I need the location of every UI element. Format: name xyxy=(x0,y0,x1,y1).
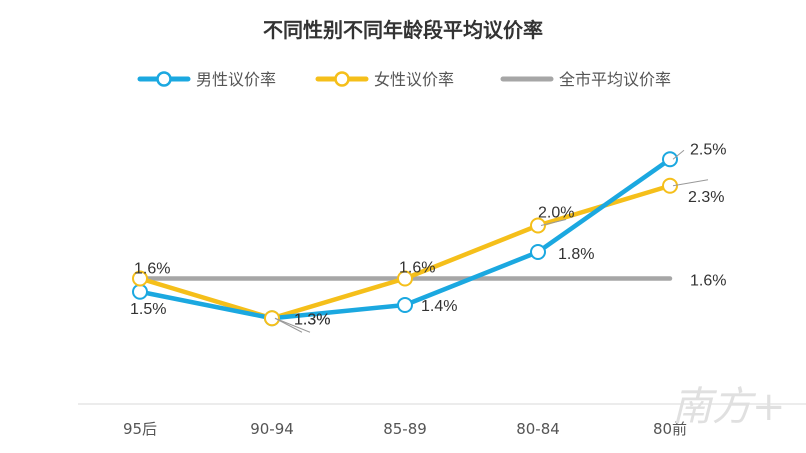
data-label: 1.4% xyxy=(421,298,457,315)
data-point xyxy=(397,270,413,287)
x-tick-label: 80前 xyxy=(653,420,687,438)
data-point xyxy=(132,270,148,287)
data-point xyxy=(530,217,546,234)
x-axis-ticks: 95后 90-94 85-89 80-84 80前 xyxy=(123,420,687,438)
data-label: 1.6% xyxy=(690,273,726,290)
x-tick-label: 90-94 xyxy=(250,420,294,438)
x-tick-label: 95后 xyxy=(123,420,157,438)
data-label: 1.6% xyxy=(399,260,435,277)
x-tick-label: 85-89 xyxy=(383,420,427,438)
data-label: 1.6% xyxy=(134,261,170,278)
data-label: 2.0% xyxy=(538,205,574,222)
legend: 男性议价率 女性议价率 全市平均议价率 xyxy=(137,70,671,89)
data-label: 1.3% xyxy=(294,311,330,328)
legend-item-0: 男性议价率 xyxy=(137,70,276,89)
data-labels: 1.5%1.3%1.4%1.8%2.5%1.6%1.3%1.6%2.0%2.3%… xyxy=(130,141,726,333)
legend-marker xyxy=(156,71,172,87)
data-label: 1.8% xyxy=(558,246,594,263)
legend-label: 全市平均议价率 xyxy=(559,70,671,89)
series-line-0 xyxy=(137,157,673,321)
label-leader-line xyxy=(672,149,685,160)
data-point xyxy=(132,283,148,300)
data-point xyxy=(397,297,413,313)
data-point xyxy=(530,244,546,260)
legend-item-1: 女性议价率 xyxy=(315,70,454,89)
label-leader-line xyxy=(672,179,709,187)
series-layer xyxy=(132,151,678,327)
data-point xyxy=(264,310,280,327)
chart-title: 不同性别不同年龄段平均议价率 xyxy=(263,18,543,42)
data-label: 2.3% xyxy=(688,189,724,206)
x-tick-label: 80-84 xyxy=(516,420,560,438)
label-leader-line xyxy=(274,317,311,333)
data-label: 1.5% xyxy=(130,301,166,318)
legend-label: 男性议价率 xyxy=(196,70,276,89)
label-leader-line xyxy=(540,219,567,226)
legend-label: 女性议价率 xyxy=(374,70,454,89)
data-point xyxy=(662,177,678,194)
data-label: 2.5% xyxy=(690,141,726,158)
data-label: 1.3% xyxy=(294,311,330,328)
legend-marker xyxy=(334,71,350,87)
data-point xyxy=(662,151,678,168)
legend-item-2: 全市平均议价率 xyxy=(500,70,671,89)
watermark-logo: 南方+ xyxy=(672,384,786,430)
